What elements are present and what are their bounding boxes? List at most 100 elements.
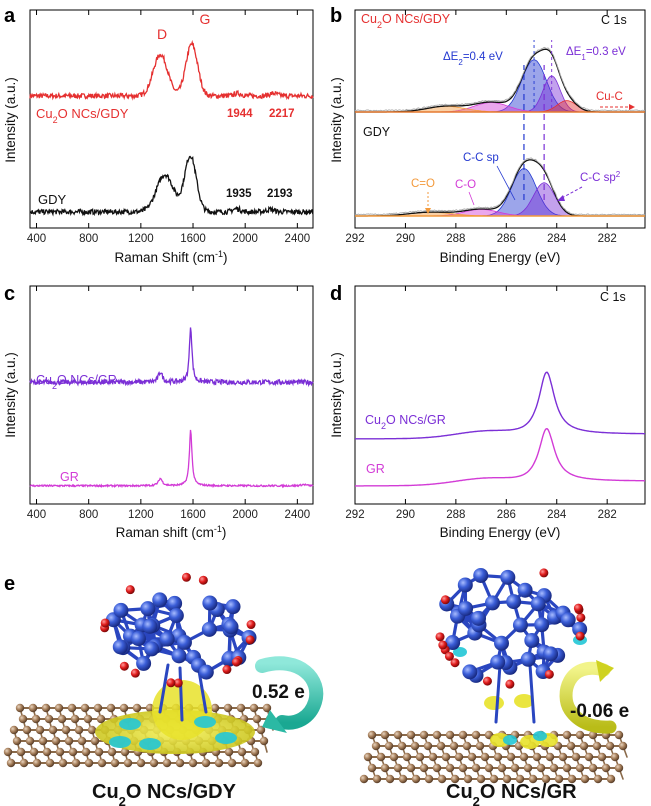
atom — [181, 572, 191, 582]
series-line-composite — [29, 327, 314, 388]
atom — [462, 741, 472, 751]
label-cu2o-gdy-b: Cu2O NCs/GDY — [361, 12, 451, 30]
arrow-c-c-sp2 — [559, 186, 583, 200]
atom — [576, 613, 586, 623]
atom — [87, 725, 97, 735]
charge-value-gdy: 0.52 e — [252, 682, 305, 703]
y-axis-title-c: Intensity (a.u.) — [3, 352, 18, 438]
atom — [9, 725, 19, 735]
atom — [544, 669, 554, 679]
charge-transfer-arrow-gr — [559, 661, 617, 734]
series-line-substrate — [355, 427, 645, 487]
x-axis-title-c: Raman shift (cm-1) — [116, 524, 227, 540]
atom — [406, 730, 416, 740]
atom — [532, 752, 542, 762]
atom — [519, 752, 529, 762]
x-tick-label: 2400 — [285, 233, 311, 245]
atom — [176, 634, 192, 650]
atom — [96, 714, 106, 724]
x-tick-label: 284 — [547, 509, 567, 521]
atom — [93, 703, 103, 713]
atom — [449, 741, 459, 751]
atom — [436, 741, 446, 751]
atom — [371, 741, 381, 751]
plot-frame-b — [354, 9, 646, 229]
charge-cloud — [514, 694, 534, 708]
atom — [539, 568, 549, 578]
series-label-gr-d: GR — [366, 462, 385, 476]
atom — [359, 774, 369, 784]
raw-spectrum — [354, 157, 646, 216]
atom — [222, 665, 232, 675]
annot-1935: 1935 — [226, 188, 252, 200]
cu2o-cluster-gr — [435, 567, 588, 724]
arrowhead-cu-c — [629, 104, 635, 110]
atom — [119, 661, 129, 671]
atom — [120, 747, 130, 757]
atom — [29, 747, 39, 757]
atom — [411, 774, 421, 784]
atom — [363, 752, 373, 762]
atom — [113, 602, 129, 618]
charge-depletion — [139, 738, 161, 750]
series-label-cu2o-gr-c: Cu2O NCs/GR — [36, 373, 117, 391]
atom — [440, 595, 450, 605]
atom — [605, 741, 615, 751]
atom — [494, 635, 510, 651]
atom — [473, 567, 489, 583]
atom — [112, 639, 128, 655]
label-gdy-b: GDY — [363, 125, 391, 139]
atom — [480, 752, 490, 762]
atom — [12, 736, 22, 746]
atom — [376, 752, 386, 762]
atom — [175, 758, 185, 768]
atom — [534, 617, 550, 633]
atom — [70, 714, 80, 724]
atom — [367, 730, 377, 740]
x-tick-label: 800 — [79, 233, 98, 245]
atom — [588, 730, 598, 740]
atom — [523, 763, 533, 773]
atom — [253, 758, 263, 768]
atom — [380, 763, 390, 773]
atom — [500, 569, 516, 585]
atom — [397, 741, 407, 751]
x-tick-label: 1200 — [128, 509, 154, 521]
atom — [188, 758, 198, 768]
atom — [610, 752, 620, 762]
atom — [54, 703, 64, 713]
atom — [167, 595, 183, 611]
atom — [15, 703, 25, 713]
atom — [484, 763, 494, 773]
atom — [71, 758, 81, 768]
bond — [158, 663, 170, 714]
atom — [618, 741, 628, 751]
atom — [593, 774, 603, 784]
atom — [393, 730, 403, 740]
atom — [31, 714, 41, 724]
x-tick-label: 284 — [547, 233, 567, 245]
atom — [562, 730, 572, 740]
atom — [166, 678, 176, 688]
atom — [58, 758, 68, 768]
atom — [445, 635, 461, 651]
atom — [81, 747, 91, 757]
charge-depletion — [533, 731, 547, 741]
charge-depletion — [109, 736, 131, 748]
atom — [543, 646, 559, 662]
x-tick-label: 286 — [497, 509, 516, 521]
charge-transfer-arrowhead-gr — [596, 660, 614, 682]
atom — [463, 774, 473, 784]
series-line-substrate — [29, 155, 314, 217]
atom — [25, 736, 35, 746]
atom — [520, 651, 536, 667]
atom — [123, 758, 133, 768]
atom — [130, 631, 146, 647]
charge-transfer-arrow-gdy — [255, 656, 324, 730]
bond — [178, 666, 184, 722]
atom — [497, 763, 507, 773]
x-tick-label: 1200 — [128, 233, 154, 245]
atom — [462, 664, 478, 680]
x-tick-label: 292 — [345, 233, 364, 245]
